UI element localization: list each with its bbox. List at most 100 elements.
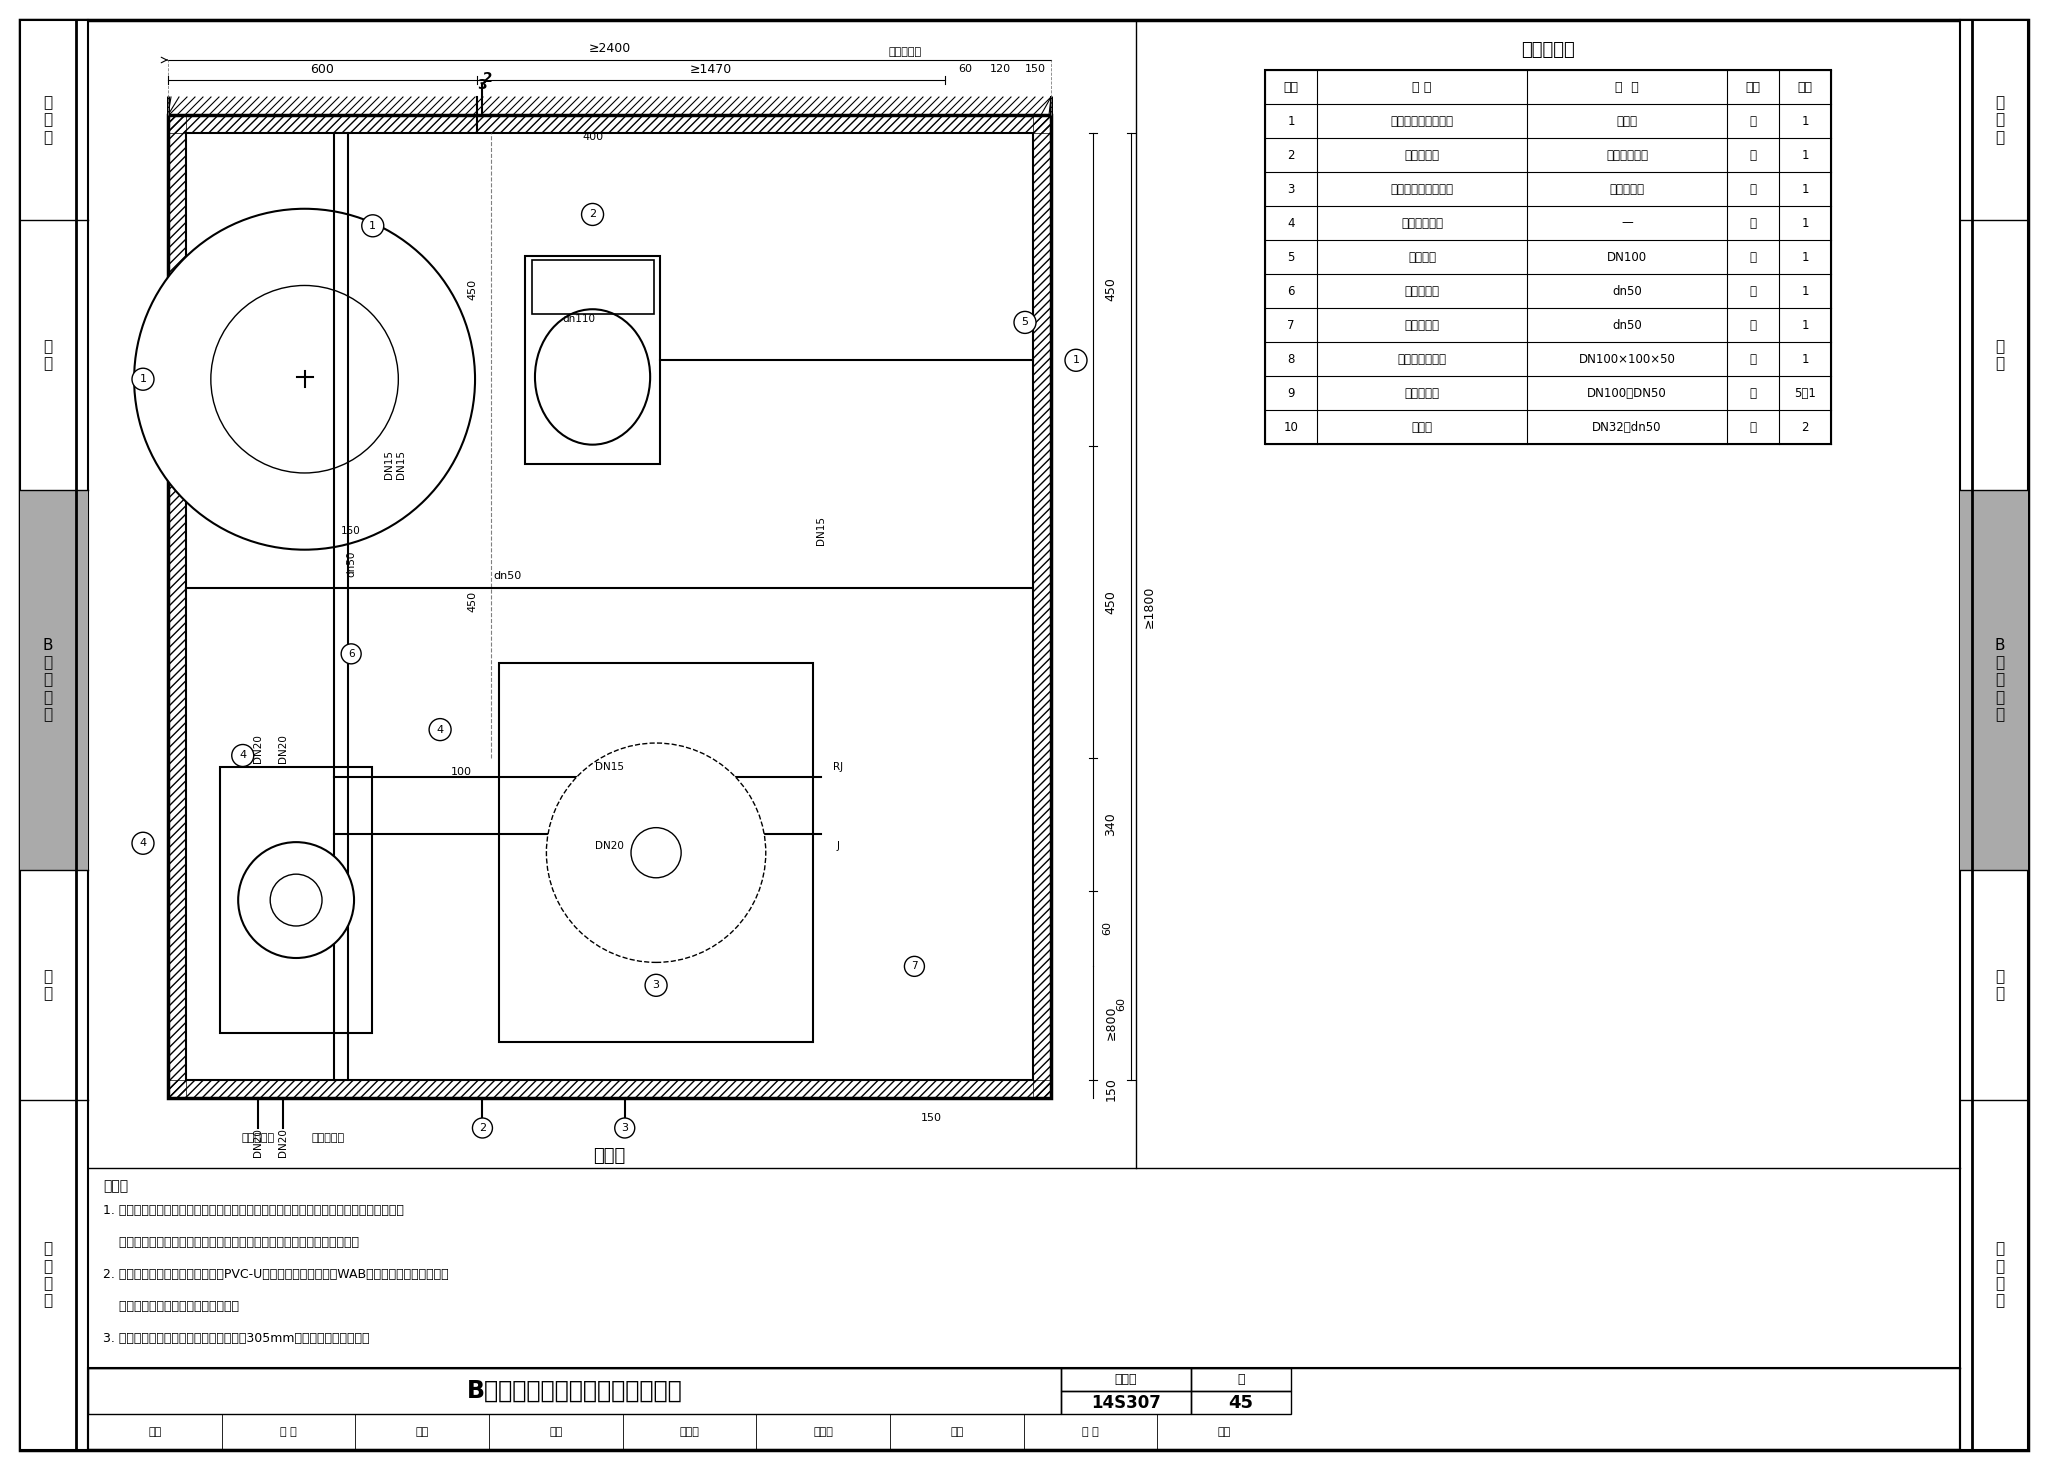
Bar bbox=[1266, 71, 1831, 444]
Text: 150: 150 bbox=[1104, 1078, 1118, 1101]
Text: 张栋: 张栋 bbox=[416, 1427, 428, 1438]
Text: ≥800: ≥800 bbox=[1104, 1005, 1118, 1041]
Bar bbox=[1960, 21, 2028, 1449]
Circle shape bbox=[1014, 312, 1036, 334]
Text: 单柄混合水嘴洗脸盆: 单柄混合水嘴洗脸盆 bbox=[1391, 115, 1454, 128]
Text: 7: 7 bbox=[911, 961, 918, 972]
Text: 5、1: 5、1 bbox=[1794, 387, 1817, 400]
Text: 根: 根 bbox=[1749, 250, 1757, 263]
Text: 400: 400 bbox=[582, 132, 602, 143]
Text: 名 称: 名 称 bbox=[1413, 81, 1432, 94]
Text: 导流右直角四通: 导流右直角四通 bbox=[1397, 353, 1446, 366]
Text: B
型
卫
生
间: B 型 卫 生 间 bbox=[43, 638, 53, 722]
Text: 2: 2 bbox=[590, 209, 596, 219]
Text: 4: 4 bbox=[1288, 216, 1294, 229]
Text: 总
说
明: 总 说 明 bbox=[43, 96, 53, 146]
Text: 6: 6 bbox=[348, 648, 354, 659]
Circle shape bbox=[430, 719, 451, 741]
Text: 60: 60 bbox=[958, 65, 973, 74]
Text: 个: 个 bbox=[1749, 353, 1757, 366]
Bar bbox=[20, 490, 88, 870]
Circle shape bbox=[1065, 350, 1087, 372]
Text: 不锈钢卡箍: 不锈钢卡箍 bbox=[1405, 387, 1440, 400]
Text: 450: 450 bbox=[467, 279, 477, 300]
Bar bbox=[219, 767, 373, 1032]
Text: DN15: DN15 bbox=[385, 450, 395, 479]
Text: 150: 150 bbox=[342, 526, 360, 535]
Text: 张文华: 张文华 bbox=[680, 1427, 700, 1438]
Text: 3: 3 bbox=[477, 78, 487, 93]
Circle shape bbox=[238, 842, 354, 958]
Text: 450: 450 bbox=[1104, 278, 1118, 301]
Text: 6: 6 bbox=[1288, 285, 1294, 297]
Text: DN15: DN15 bbox=[395, 450, 406, 479]
Text: 1: 1 bbox=[1802, 115, 1808, 128]
Circle shape bbox=[362, 215, 383, 237]
Text: 1: 1 bbox=[1802, 285, 1808, 297]
Text: 2: 2 bbox=[1802, 420, 1808, 434]
Bar bbox=[1032, 115, 1051, 1098]
Circle shape bbox=[133, 209, 475, 550]
Text: 套: 套 bbox=[1749, 148, 1757, 162]
Text: dn50: dn50 bbox=[346, 551, 356, 578]
Text: 4: 4 bbox=[139, 838, 147, 848]
Text: 1: 1 bbox=[1802, 353, 1808, 366]
Bar bbox=[1960, 490, 2028, 870]
Text: DN15: DN15 bbox=[817, 516, 825, 545]
Text: 个: 个 bbox=[1749, 285, 1757, 297]
Text: ≥1470: ≥1470 bbox=[690, 63, 733, 75]
Text: J: J bbox=[838, 841, 840, 851]
Text: 个: 个 bbox=[1749, 319, 1757, 332]
Text: 1: 1 bbox=[139, 375, 147, 384]
Bar bbox=[1192, 1391, 1290, 1414]
Bar bbox=[500, 663, 813, 1042]
Text: 4: 4 bbox=[436, 725, 444, 735]
Text: 页: 页 bbox=[1237, 1373, 1245, 1386]
Text: 全自动洗衣机: 全自动洗衣机 bbox=[1401, 216, 1444, 229]
Circle shape bbox=[547, 742, 766, 963]
Text: 单位: 单位 bbox=[1745, 81, 1761, 94]
Text: 2: 2 bbox=[483, 71, 492, 85]
Text: 厨
房: 厨 房 bbox=[43, 338, 53, 372]
Text: 600: 600 bbox=[311, 63, 334, 75]
Text: 阳
台: 阳 台 bbox=[43, 969, 53, 1001]
Text: 个: 个 bbox=[1749, 420, 1757, 434]
Text: 数量: 数量 bbox=[1798, 81, 1812, 94]
Text: 100: 100 bbox=[451, 767, 471, 778]
Text: 直通式地漏: 直通式地漏 bbox=[1405, 319, 1440, 332]
Text: 有水封地漏: 有水封地漏 bbox=[1405, 285, 1440, 297]
Text: 4: 4 bbox=[240, 751, 246, 760]
Text: DN100×100×50: DN100×100×50 bbox=[1579, 353, 1675, 366]
Text: RJ: RJ bbox=[834, 761, 844, 772]
Circle shape bbox=[473, 1119, 492, 1138]
Text: 1. 本图为有集中热水供应的卫生间设计，给水管采用枝状供水，敷设在吊顶内时，用实线: 1. 本图为有集中热水供应的卫生间设计，给水管采用枝状供水，敷设在吊顶内时，用实… bbox=[102, 1204, 403, 1217]
Text: 主要设备表: 主要设备表 bbox=[1522, 41, 1575, 59]
Text: 平面图: 平面图 bbox=[594, 1147, 625, 1166]
Text: 150: 150 bbox=[922, 1113, 942, 1123]
Text: 1: 1 bbox=[1802, 148, 1808, 162]
Text: —: — bbox=[1622, 216, 1632, 229]
Text: DN20: DN20 bbox=[596, 841, 625, 851]
Text: 8: 8 bbox=[1288, 353, 1294, 366]
Text: 全钢化玻璃: 全钢化玻璃 bbox=[1610, 182, 1645, 196]
Text: 铸铁排水管，不锈钢卡箍连接绘制。: 铸铁排水管，不锈钢卡箍连接绘制。 bbox=[102, 1299, 240, 1313]
Text: 1: 1 bbox=[1802, 182, 1808, 196]
Text: dn50: dn50 bbox=[1612, 319, 1642, 332]
Text: 接自热水表: 接自热水表 bbox=[311, 1133, 344, 1144]
Text: 沈文早: 沈文早 bbox=[813, 1427, 834, 1438]
Circle shape bbox=[231, 744, 254, 766]
Text: DN20: DN20 bbox=[254, 734, 262, 763]
Circle shape bbox=[131, 368, 154, 390]
Text: 2. 本图排水支管采用硬聚氯乙烯（PVC-U）排水管，排水立管按WAB特殊单立管柔性接口机制: 2. 本图排水支管采用硬聚氯乙烯（PVC-U）排水管，排水立管按WAB特殊单立管… bbox=[102, 1267, 449, 1280]
Text: 60: 60 bbox=[1116, 997, 1126, 1011]
Text: 规  格: 规 格 bbox=[1616, 81, 1638, 94]
Text: 9: 9 bbox=[1288, 387, 1294, 400]
Text: DN20: DN20 bbox=[279, 1129, 289, 1157]
Text: 450: 450 bbox=[1104, 589, 1118, 613]
Text: 3. 本卫生间平面布置同时也适用于坑距为305mm等尺寸的坐式大便器。: 3. 本卫生间平面布置同时也适用于坑距为305mm等尺寸的坐式大便器。 bbox=[102, 1332, 369, 1345]
Text: 图集号: 图集号 bbox=[1114, 1373, 1137, 1386]
Text: 表示；如敷设在地坪装饰面层以下的水泥砂浆结合层内时，用虚线表示。: 表示；如敷设在地坪装饰面层以下的水泥砂浆结合层内时，用虚线表示。 bbox=[102, 1235, 358, 1248]
Text: DN20: DN20 bbox=[254, 1129, 262, 1157]
Text: 台上式: 台上式 bbox=[1616, 115, 1638, 128]
Text: 套: 套 bbox=[1749, 216, 1757, 229]
